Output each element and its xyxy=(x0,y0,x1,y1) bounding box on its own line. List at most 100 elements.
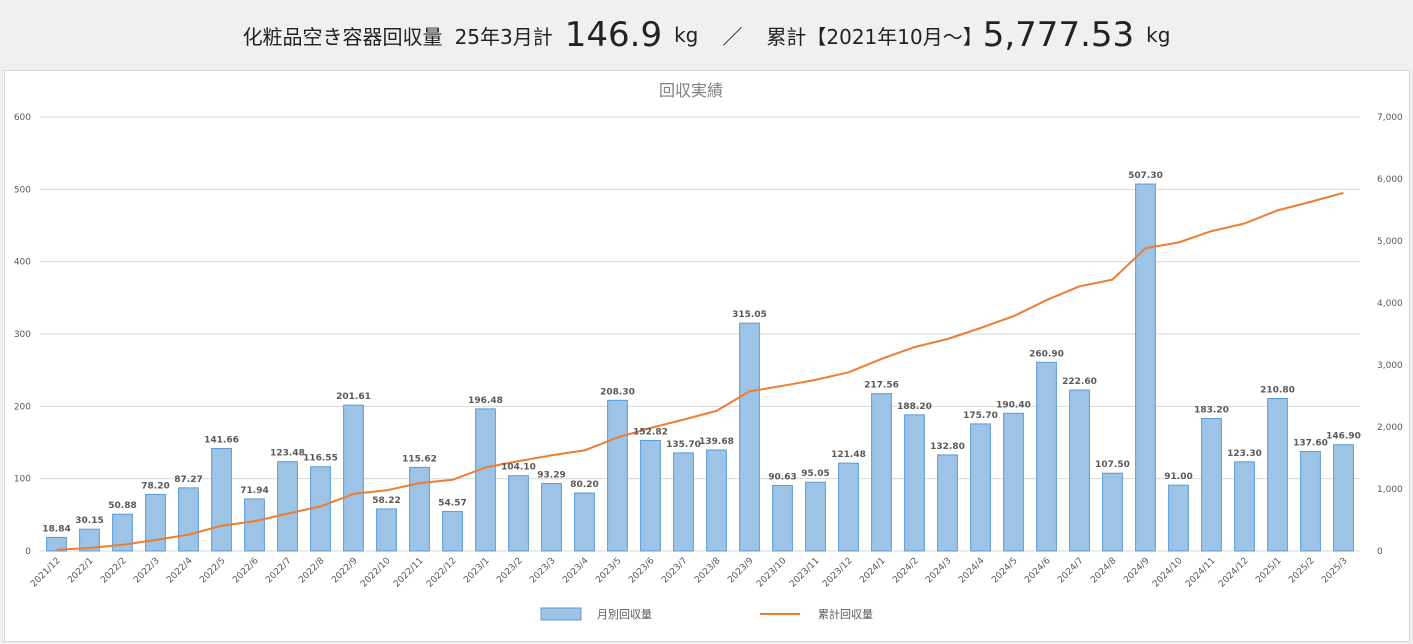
legend-bar-swatch xyxy=(540,607,582,621)
bar xyxy=(1168,484,1189,552)
x-tick-label: 2022/2 xyxy=(99,556,128,585)
bar xyxy=(277,461,298,552)
cumulative-line xyxy=(56,191,1344,551)
y-right-tick-label: 5,000 xyxy=(1377,237,1403,247)
x-tick-label: 2023/5 xyxy=(594,556,623,585)
data-label: 137.60 xyxy=(1293,438,1328,448)
data-label: 190.40 xyxy=(996,400,1031,410)
bar xyxy=(112,513,133,552)
x-tick-label: 2025/3 xyxy=(1320,556,1349,585)
x-tick-label: 2023/7 xyxy=(660,556,689,585)
y-right-tick-label: 0 xyxy=(1377,547,1383,557)
header-unit-total: kg xyxy=(1146,23,1171,47)
header-unit-month: kg xyxy=(674,23,699,47)
x-tick-label: 2022/4 xyxy=(165,556,195,586)
data-label: 50.88 xyxy=(108,501,136,511)
x-tick-label: 2022/12 xyxy=(425,556,459,590)
data-label: 93.29 xyxy=(537,471,565,481)
bar xyxy=(1069,389,1090,552)
data-label: 87.27 xyxy=(174,475,202,485)
bar xyxy=(508,475,529,552)
data-label: 201.61 xyxy=(336,392,371,402)
x-tick-label: 2022/8 xyxy=(297,556,327,586)
x-tick-label: 2023/10 xyxy=(755,556,789,590)
x-tick-label: 2022/9 xyxy=(330,556,360,586)
x-tick-label: 2024/1 xyxy=(858,556,887,585)
data-label: 210.80 xyxy=(1260,386,1295,396)
x-tick-label: 2022/11 xyxy=(392,556,426,590)
x-tick-label: 2021/12 xyxy=(29,556,63,590)
y-right-tick-label: 4,000 xyxy=(1377,299,1403,309)
bar xyxy=(1201,417,1222,552)
data-label: 217.56 xyxy=(864,381,899,391)
data-label: 30.15 xyxy=(75,516,103,526)
x-tick-label: 2024/8 xyxy=(1089,556,1119,586)
y-right-tick-label: 2,000 xyxy=(1377,423,1403,433)
legend-line-label: 累計回収量 xyxy=(818,607,873,621)
bar xyxy=(904,414,925,552)
bar xyxy=(46,536,67,552)
x-tick-label: 2024/9 xyxy=(1122,556,1152,586)
x-tick-label: 2023/2 xyxy=(495,556,524,585)
bar xyxy=(871,393,892,552)
bar xyxy=(409,466,430,552)
y-left-tick-label: 600 xyxy=(14,113,31,123)
header-title: 化粧品空き容器回収量 xyxy=(242,24,443,49)
data-label: 208.30 xyxy=(600,387,635,397)
bar xyxy=(79,528,100,552)
y-left-tick-label: 200 xyxy=(14,402,31,412)
bar xyxy=(1036,361,1057,552)
data-label: 123.48 xyxy=(270,449,305,459)
line-layer xyxy=(56,191,1344,551)
data-label: 115.62 xyxy=(402,454,437,464)
bar xyxy=(640,439,661,552)
legend: 月別回収量 累計回収量 xyxy=(540,607,873,621)
label-layer: 18.84 30.15 50.88 78.20 87.27 141.66 71.94 123.… xyxy=(42,171,1361,534)
bar xyxy=(607,399,628,552)
bar xyxy=(244,498,265,552)
summary-header: 化粧品空き容器回収量 25年3月計 146.9 kg ／ 累計【2021年10月… xyxy=(0,0,1413,70)
bar xyxy=(937,454,958,552)
y-left-tick-label: 300 xyxy=(14,330,31,340)
data-label: 104.10 xyxy=(501,463,536,473)
x-tick-label: 2023/12 xyxy=(821,556,855,590)
header-total-label: 累計【2021年10月～】 xyxy=(766,24,983,49)
bar xyxy=(343,404,364,552)
x-tick-label: 2025/2 xyxy=(1287,556,1316,585)
data-label: 71.94 xyxy=(240,486,268,496)
bar xyxy=(706,449,727,552)
data-label: 91.00 xyxy=(1164,472,1192,482)
data-label: 90.63 xyxy=(768,472,796,482)
y-right-tick-label: 1,000 xyxy=(1377,485,1403,495)
data-label: 152.82 xyxy=(633,427,668,437)
data-label: 80.20 xyxy=(570,480,598,490)
data-label: 507.30 xyxy=(1128,171,1163,181)
data-label: 139.68 xyxy=(699,437,734,447)
y-left-tick-label: 500 xyxy=(14,185,31,195)
x-tick-label: 2022/3 xyxy=(132,556,161,585)
x-tick-label: 2023/4 xyxy=(561,556,591,586)
bar xyxy=(1333,444,1354,552)
x-tick-label: 2024/7 xyxy=(1056,556,1085,585)
x-tick-label: 2023/8 xyxy=(693,556,723,586)
chart-title: 回収実績 xyxy=(659,81,723,100)
x-tick-label: 2022/1 xyxy=(66,556,95,585)
data-label: 18.84 xyxy=(42,524,70,534)
data-label: 135.70 xyxy=(666,440,701,450)
bar-layer xyxy=(46,183,1354,552)
legend-bar-label: 月別回収量 xyxy=(597,608,652,621)
x-tick-label: 2024/2 xyxy=(891,556,920,585)
bar xyxy=(211,448,232,552)
bar xyxy=(475,408,496,552)
header-separator: ／ xyxy=(722,24,743,49)
data-label: 78.20 xyxy=(141,481,169,491)
data-label: 146.90 xyxy=(1326,432,1361,442)
data-label: 260.90 xyxy=(1029,349,1064,359)
x-tick-label: 2024/5 xyxy=(990,556,1019,585)
bar xyxy=(1102,472,1123,552)
data-label: 141.66 xyxy=(204,436,239,446)
x-tick-label: 2022/6 xyxy=(231,556,261,586)
bar xyxy=(805,481,826,552)
data-label: 315.05 xyxy=(732,310,767,320)
